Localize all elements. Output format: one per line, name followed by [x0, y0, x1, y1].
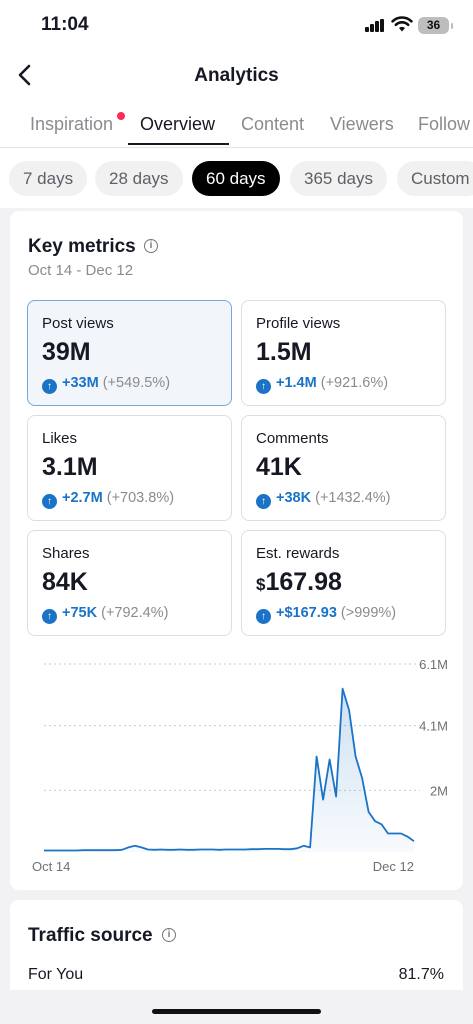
- metric-comments[interactable]: Comments 41K ↑ +38K (+1432.4%): [241, 415, 446, 521]
- metric-change: ↑ +$167.93 (>999%): [256, 605, 396, 624]
- post-views-chart[interactable]: 6.1M 4.1M 2M Oct 14 Dec 12: [32, 656, 452, 871]
- metric-change: ↑ +75K (+792.4%): [42, 605, 168, 624]
- arrow-up-icon: ↑: [42, 494, 57, 509]
- metric-percent: (+1432.4%): [315, 490, 391, 506]
- metric-change: ↑ +33M (+549.5%): [42, 375, 170, 394]
- metric-est-rewards[interactable]: Est. rewards $167.98 ↑ +$167.93 (>999%): [241, 530, 446, 636]
- info-icon[interactable]: i: [162, 928, 176, 942]
- metric-change: ↑ +1.4M (+921.6%): [256, 375, 388, 394]
- arrow-up-icon: ↑: [256, 379, 271, 394]
- date-range-label: Oct 14 - Dec 12: [28, 262, 134, 279]
- battery-icon: 36: [418, 17, 453, 34]
- metric-delta: +33M: [62, 375, 99, 391]
- metric-post-views[interactable]: Post views 39M ↑ +33M (+549.5%): [27, 300, 232, 406]
- metric-value: $167.98: [256, 568, 342, 597]
- arrow-up-icon: ↑: [256, 494, 271, 509]
- x-tick-label: Dec 12: [373, 859, 414, 871]
- currency-symbol: $: [256, 575, 266, 594]
- range-7-days[interactable]: 7 days: [9, 161, 88, 196]
- tab-content[interactable]: Content: [241, 114, 305, 134]
- traffic-source-label: For You: [28, 966, 84, 983]
- nav-bar: Analytics: [0, 52, 473, 98]
- y-tick-label: 6.1M: [419, 657, 448, 672]
- back-arrow-icon[interactable]: [13, 62, 39, 88]
- metric-delta: +75K: [62, 605, 98, 621]
- home-indicator: [152, 1009, 321, 1014]
- traffic-source-value: 81.7%: [398, 966, 444, 983]
- metric-amount: 167.98: [265, 568, 342, 596]
- metric-label: Shares: [42, 545, 90, 562]
- key-metrics-title: Key metrics: [28, 236, 136, 257]
- metric-shares[interactable]: Shares 84K ↑ +75K (+792.4%): [27, 530, 232, 636]
- y-tick-label: 2M: [430, 783, 448, 798]
- page-title: Analytics: [194, 65, 279, 86]
- arrow-up-icon: ↑: [256, 609, 271, 624]
- active-tab-indicator: [128, 143, 229, 145]
- metric-likes[interactable]: Likes 3.1M ↑ +2.7M (+703.8%): [27, 415, 232, 521]
- range-28-days[interactable]: 28 days: [95, 161, 183, 196]
- metric-label: Likes: [42, 430, 78, 447]
- metric-label: Profile views: [256, 315, 341, 332]
- metric-value: 3.1M: [42, 453, 98, 481]
- metric-value: 84K: [42, 568, 88, 596]
- metric-value: 41K: [256, 453, 302, 481]
- key-metrics-card: Key metrics i Oct 14 - Dec 12 Post views…: [10, 211, 463, 890]
- metric-label: Comments: [256, 430, 329, 447]
- signal-icon: [365, 19, 385, 32]
- range-60-days[interactable]: 60 days: [192, 161, 280, 196]
- metric-value: 39M: [42, 338, 91, 366]
- metric-change: ↑ +38K (+1432.4%): [256, 490, 390, 509]
- traffic-source-title: Traffic source: [28, 925, 153, 946]
- arrow-up-icon: ↑: [42, 609, 57, 624]
- metric-delta: +1.4M: [276, 375, 317, 391]
- date-range-selector: 7 days 28 days 60 days 365 days Custom: [0, 148, 473, 208]
- tab-bar: Inspiration Overview Content Viewers Fol…: [0, 98, 473, 148]
- tab-followers[interactable]: Follow: [418, 114, 471, 134]
- arrow-up-icon: ↑: [42, 379, 57, 394]
- metric-percent: (+703.8%): [106, 490, 175, 506]
- tab-viewers[interactable]: Viewers: [330, 114, 394, 134]
- metric-percent: (+792.4%): [101, 605, 169, 621]
- metric-change: ↑ +2.7M (+703.8%): [42, 490, 174, 509]
- wifi-icon: [391, 16, 413, 32]
- metric-percent: (+549.5%): [102, 375, 171, 391]
- metric-profile-views[interactable]: Profile views 1.5M ↑ +1.4M (+921.6%): [241, 300, 446, 406]
- metric-delta: +38K: [276, 490, 312, 506]
- metric-delta: +$167.93: [276, 605, 337, 621]
- y-tick-label: 4.1M: [419, 719, 448, 734]
- clock: 11:04: [41, 14, 89, 35]
- x-tick-label: Oct 14: [32, 859, 70, 871]
- range-365-days[interactable]: 365 days: [290, 161, 387, 196]
- info-icon[interactable]: i: [144, 239, 158, 253]
- range-custom[interactable]: Custom: [397, 161, 473, 196]
- tab-overview[interactable]: Overview: [140, 114, 216, 134]
- metric-percent: (>999%): [340, 605, 397, 621]
- status-bar: 11:04 36: [0, 0, 473, 52]
- metric-percent: (+921.6%): [320, 375, 389, 391]
- series-area: [44, 688, 414, 852]
- tab-inspiration[interactable]: Inspiration: [30, 114, 114, 134]
- metric-label: Est. rewards: [256, 545, 340, 562]
- notification-dot: [117, 112, 125, 120]
- series-line: [44, 687, 415, 852]
- metric-value: 1.5M: [256, 338, 312, 366]
- traffic-source-card: Traffic source i For You 81.7%: [10, 900, 463, 990]
- metric-label: Post views: [42, 315, 114, 332]
- metric-delta: +2.7M: [62, 490, 103, 506]
